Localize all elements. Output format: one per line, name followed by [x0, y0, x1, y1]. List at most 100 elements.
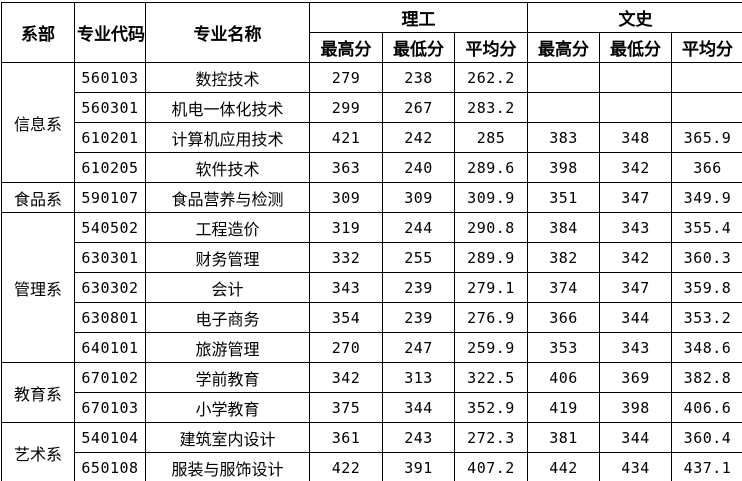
score-cell: 374 [527, 272, 600, 303]
score-cell: 406 [527, 362, 600, 393]
code-cell: 670103 [74, 392, 146, 423]
score-cell: 382.8 [671, 362, 742, 393]
code-cell: 560301 [74, 92, 146, 123]
score-cell: 391 [382, 452, 455, 481]
score-cell: 351 [527, 182, 600, 213]
header-code: 专业代码 [74, 2, 146, 63]
code-cell: 540502 [74, 212, 146, 243]
table-row: 640101 旅游管理 270 247 259.9 353 343 348.6 [2, 332, 742, 363]
score-cell: 279.1 [454, 272, 528, 303]
header-science-avg: 平均分 [454, 32, 528, 63]
score-cell: 239 [382, 302, 455, 333]
score-cell: 313 [382, 362, 455, 393]
name-cell: 服装与服饰设计 [145, 452, 310, 481]
code-cell: 590107 [74, 182, 146, 213]
score-cell: 381 [527, 422, 600, 453]
name-cell: 机电一体化技术 [145, 92, 310, 123]
score-cell: 398 [599, 392, 672, 423]
score-cell: 309.9 [454, 182, 528, 213]
score-cell: 383 [527, 122, 600, 153]
code-cell: 650108 [74, 452, 146, 481]
score-cell: 289.6 [454, 152, 528, 183]
score-cell [671, 62, 742, 93]
table-row: 610201 计算机应用技术 421 242 285 383 348 365.9 [2, 122, 742, 153]
code-cell: 640101 [74, 332, 146, 363]
score-cell: 442 [527, 452, 600, 481]
score-cell: 375 [309, 392, 383, 423]
code-cell: 670102 [74, 362, 146, 393]
score-cell: 344 [382, 392, 455, 423]
score-cell: 289.9 [454, 242, 528, 273]
score-cell: 422 [309, 452, 383, 481]
score-cell [671, 92, 742, 123]
score-cell: 285 [454, 122, 528, 153]
score-cell: 419 [527, 392, 600, 423]
dept-cell: 食品系 [1, 182, 75, 213]
score-cell [599, 92, 672, 123]
table-header: 系部 专业代码 专业名称 理工 文史 最高分 最低分 平均分 最高分 最低分 平… [1, 2, 742, 63]
score-cell: 267 [382, 92, 455, 123]
score-cell: 353 [527, 332, 600, 363]
name-cell: 计算机应用技术 [145, 122, 310, 153]
table-row: 630801 电子商务 354 239 276.9 366 344 353.2 [2, 302, 742, 333]
name-cell: 数控技术 [145, 62, 310, 93]
table-row: 艺术系 540104 建筑室内设计 361 243 272.3 381 344 360.4 [1, 422, 742, 481]
header-liberal-min: 最低分 [599, 32, 672, 63]
score-cell: 309 [309, 182, 383, 213]
table-row: 食品系 590107 食品营养与检测 309 309 309.9 351 347 349.9 [1, 182, 742, 213]
score-cell: 342 [599, 152, 672, 183]
header-liberal-avg: 平均分 [671, 32, 742, 63]
score-cell: 299 [309, 92, 383, 123]
dept-cell: 管理系 [1, 212, 75, 363]
score-cell: 347 [599, 182, 672, 213]
header-row-scores: 最高分 最低分 平均分 最高分 最低分 平均分 [2, 32, 742, 63]
score-cell: 352.9 [454, 392, 528, 423]
score-cell: 270 [309, 332, 383, 363]
header-group-liberal-arts: 文史 [527, 2, 742, 33]
score-cell: 244 [382, 212, 455, 243]
header-row-groups: 系部 专业代码 专业名称 理工 文史 [1, 2, 742, 63]
score-cell: 434 [599, 452, 672, 481]
table-row: 信息系 560103 数控技术 279 238 262.2 [1, 62, 742, 183]
score-cell: 359.8 [671, 272, 742, 303]
score-cell: 242 [382, 122, 455, 153]
header-group-science: 理工 [309, 2, 528, 33]
score-cell: 240 [382, 152, 455, 183]
name-cell: 会计 [145, 272, 310, 303]
score-cell: 366 [527, 302, 600, 333]
score-cell [599, 62, 672, 93]
table-row: 管理系 540502 工程造价 319 244 290.8 384 343 355.4 [1, 212, 742, 363]
table-body: 信息系 560103 数控技术 279 238 262.2 560301 机电一体化技术 299… [1, 62, 742, 481]
score-cell: 247 [382, 332, 455, 363]
score-cell: 272.3 [454, 422, 528, 453]
code-cell: 610205 [74, 152, 146, 183]
table-row: 630301 财务管理 332 255 289.9 382 342 360.3 [2, 242, 742, 273]
table-row: 560301 机电一体化技术 299 267 283.2 [2, 92, 742, 123]
score-cell: 365.9 [671, 122, 742, 153]
score-cell: 344 [599, 422, 672, 453]
score-cell: 348 [599, 122, 672, 153]
score-cell: 344 [599, 302, 672, 333]
score-cell: 319 [309, 212, 383, 243]
score-cell: 355.4 [671, 212, 742, 243]
score-cell: 342 [599, 242, 672, 273]
name-cell: 财务管理 [145, 242, 310, 273]
code-cell: 630301 [74, 242, 146, 273]
score-cell: 322.5 [454, 362, 528, 393]
score-cell: 398 [527, 152, 600, 183]
table-row: 610205 软件技术 363 240 289.6 398 342 366 [2, 152, 742, 183]
score-cell: 283.2 [454, 92, 528, 123]
score-cell [527, 62, 600, 93]
code-cell: 630801 [74, 302, 146, 333]
dept-cell: 艺术系 [1, 422, 75, 481]
table-row: 670103 小学教育 375 344 352.9 419 398 406.6 [2, 392, 742, 423]
score-cell: 238 [382, 62, 455, 93]
name-cell: 软件技术 [145, 152, 310, 183]
table-row: 630302 会计 343 239 279.1 374 347 359.8 [2, 272, 742, 303]
name-cell: 旅游管理 [145, 332, 310, 363]
header-liberal-max: 最高分 [527, 32, 600, 63]
score-cell: 343 [599, 212, 672, 243]
score-cell: 369 [599, 362, 672, 393]
score-cell: 259.9 [454, 332, 528, 363]
